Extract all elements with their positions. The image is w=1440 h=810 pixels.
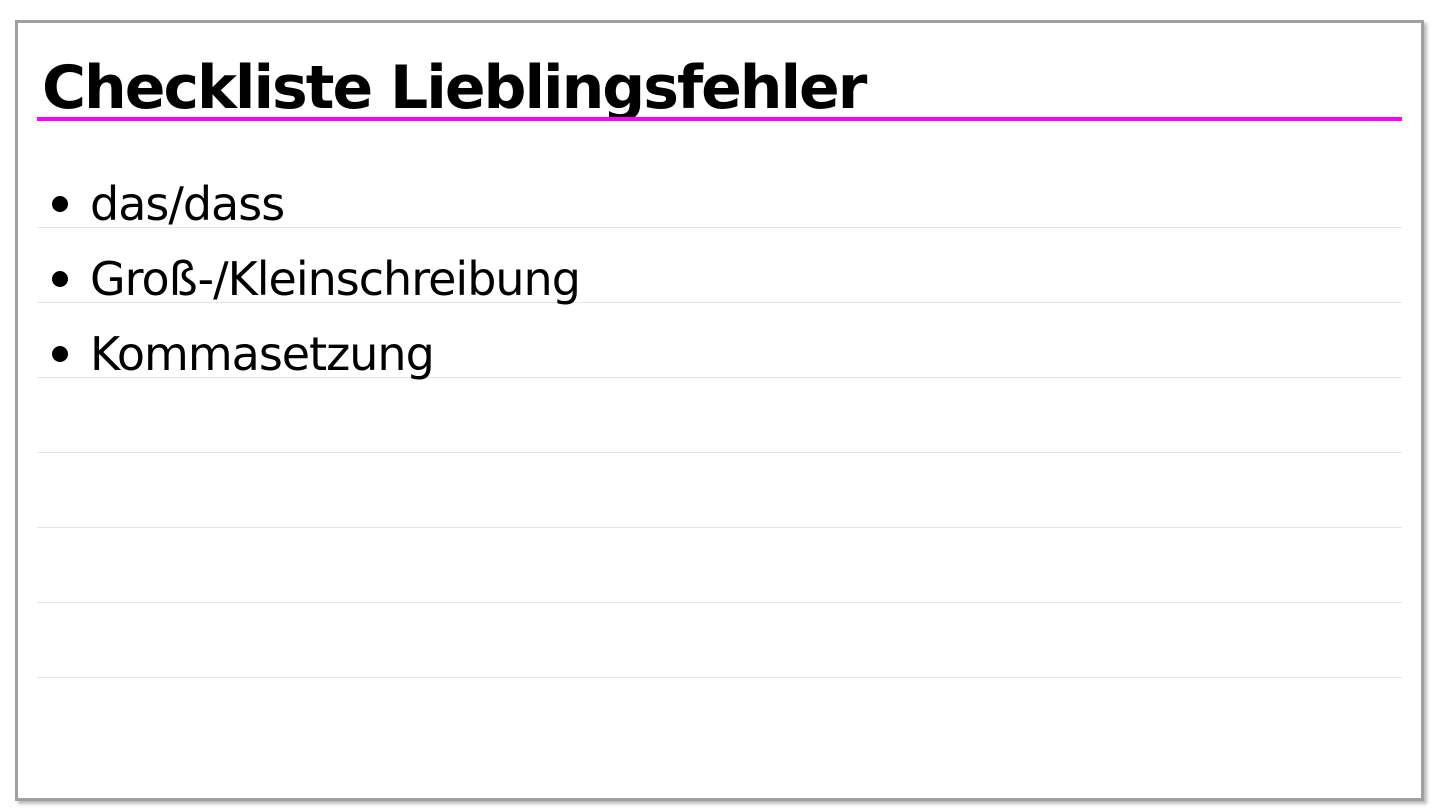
ruled-line: [37, 527, 1402, 528]
ruled-line: [37, 302, 1402, 303]
bullet-item: Groß-/Kleinschreibung: [52, 249, 581, 309]
title-underline: [37, 117, 1402, 121]
bullet-item: das/dass: [52, 174, 285, 234]
ruled-line: [37, 602, 1402, 603]
bullet-label: Kommasetzung: [90, 327, 435, 381]
bullet-icon: [52, 270, 68, 287]
ruled-line: [37, 677, 1402, 678]
ruled-line: [37, 227, 1402, 228]
ruled-line: [37, 377, 1402, 378]
slide-title: Checkliste Lieblingsfehler: [42, 53, 867, 123]
ruled-line: [37, 452, 1402, 453]
bullet-label: Groß-/Kleinschreibung: [90, 252, 581, 306]
bullet-icon: [52, 195, 68, 212]
bullet-icon: [52, 345, 68, 362]
bullet-label: das/dass: [90, 177, 285, 231]
bullet-item: Kommasetzung: [52, 324, 435, 384]
slide-frame: [15, 20, 1424, 801]
